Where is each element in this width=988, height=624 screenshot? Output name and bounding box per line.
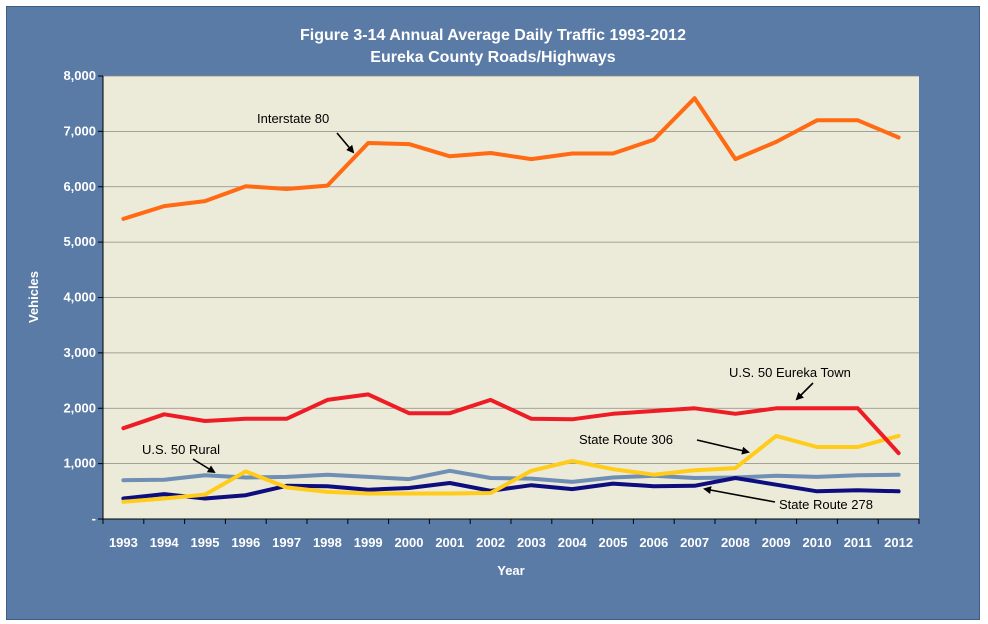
series-line-u-s-50-eureka-town — [121, 392, 901, 456]
x-tick-label: 2009 — [762, 535, 791, 550]
y-tick-label: - — [92, 511, 96, 526]
series-label-u-s-50-eureka-town: U.S. 50 Eureka Town — [729, 365, 851, 380]
x-tick-label: 1999 — [354, 535, 383, 550]
x-tick-label: 1996 — [231, 535, 260, 550]
x-tick-label: 1997 — [272, 535, 301, 550]
x-tick-label: 2007 — [680, 535, 709, 550]
x-tick-label: 2000 — [395, 535, 424, 550]
series-arrow-interstate-80 — [336, 132, 355, 154]
x-tick-label: 2005 — [599, 535, 628, 550]
series-lines — [121, 96, 901, 504]
series-line-state-route-278 — [121, 476, 901, 501]
series-label-u-s-50-rural: U.S. 50 Rural — [142, 442, 220, 457]
x-tick-label: 2010 — [803, 535, 832, 550]
series-arrow-u-s-50-rural — [192, 458, 216, 474]
x-axis-title: Year — [497, 563, 524, 578]
x-tick-label: 1998 — [313, 535, 342, 550]
x-tick-label: 1995 — [191, 535, 220, 550]
series-arrow-state-route-278 — [703, 486, 776, 503]
y-tick-label: 5,000 — [63, 234, 96, 249]
y-tick-label: 3,000 — [63, 345, 96, 360]
series-arrow-state-route-306 — [696, 439, 750, 455]
x-tick-label: 2006 — [639, 535, 668, 550]
x-tick-label: 2004 — [558, 535, 588, 550]
y-axis-title: Vehicles — [26, 271, 41, 323]
chart-frame: Figure 3-14 Annual Average Daily Traffic… — [6, 6, 980, 620]
x-tick-label: 2011 — [844, 535, 872, 550]
y-tick-label: 4,000 — [63, 290, 96, 305]
x-tick-label: 2002 — [476, 535, 505, 550]
series-line-state-route-306 — [121, 433, 901, 504]
chart-subtitle: Eureka County Roads/Highways — [370, 49, 615, 66]
chart-svg: Figure 3-14 Annual Average Daily Traffic… — [26, 27, 920, 578]
series-line-u-s-50-rural — [121, 468, 901, 484]
axes: - 1,000 2,000 3,000 4,000 5,000 6,000 7,000 8,00… — [63, 68, 920, 550]
series-line-interstate-80 — [121, 96, 901, 221]
y-tick-label: 7,000 — [63, 123, 96, 138]
y-tick-label: 2,000 — [63, 400, 96, 415]
x-tick-label: 1993 — [109, 535, 138, 550]
x-tick-label: 1994 — [150, 535, 180, 550]
series-label-interstate-80: Interstate 80 — [257, 111, 329, 126]
x-tick-label: 2001 — [435, 535, 464, 550]
y-tick-label: 1,000 — [63, 456, 96, 471]
x-tick-label: 2008 — [721, 535, 750, 550]
chart-title: Figure 3-14 Annual Average Daily Traffic… — [300, 27, 686, 44]
y-tick-label: 8,000 — [63, 68, 96, 83]
x-tick-label: 2003 — [517, 535, 546, 550]
series-label-state-route-306: State Route 306 — [579, 432, 673, 447]
annotations: Interstate 80 U.S. 50 Eureka Town U.S. 50 … — [142, 111, 873, 512]
y-tick-label: 6,000 — [63, 179, 96, 194]
series-arrow-u-s-50-eureka-town — [795, 382, 814, 401]
series-label-state-route-278: State Route 278 — [779, 497, 873, 512]
x-tick-label: 2012 — [884, 535, 913, 550]
